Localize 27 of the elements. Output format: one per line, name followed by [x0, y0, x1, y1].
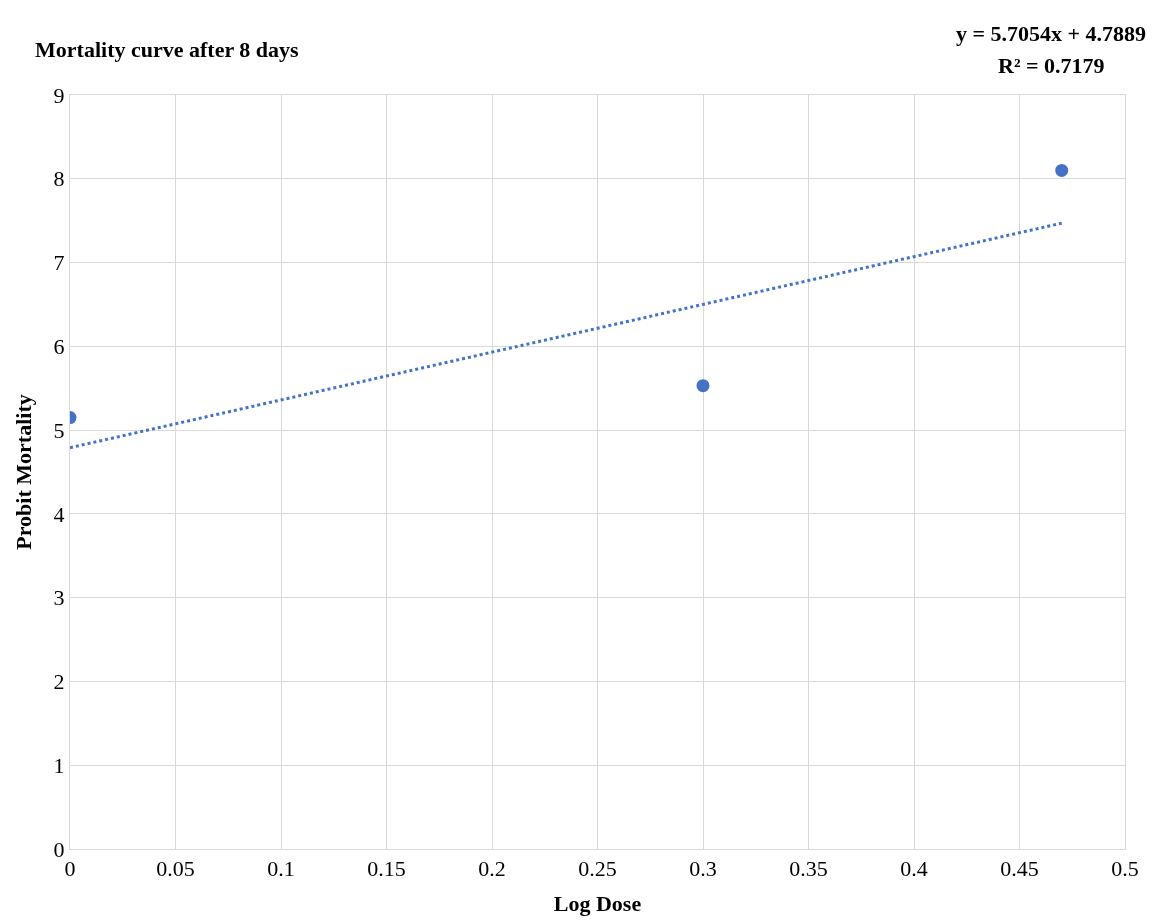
y-tick-label: 3: [53, 585, 65, 611]
y-tick-label: 9: [53, 82, 65, 108]
y-tick-label: 4: [53, 501, 65, 527]
x-tick-label: 0.05: [156, 856, 195, 882]
x-tick-label: 0.25: [578, 856, 617, 882]
x-tick-label: 0.4: [900, 856, 928, 882]
y-tick-label: 5: [53, 417, 65, 443]
chart-title: Mortality curve after 8 days: [35, 36, 300, 62]
x-tick-label: 0.15: [367, 856, 406, 882]
x-tick-label: 0.45: [1000, 856, 1039, 882]
point: [1055, 163, 1069, 177]
y-axis-title: Probit Mortality: [11, 394, 37, 550]
text: y = 5.7054x + 4.7889: [956, 21, 1147, 46]
x-tick-label: 0.5: [1111, 856, 1139, 882]
y-tick-label: 1: [53, 752, 65, 778]
x-tick-label: 0.35: [789, 856, 828, 882]
y-tick-label: 8: [53, 166, 65, 192]
y-tick-label: 0: [53, 836, 65, 862]
x-axis-title: Log Dose: [553, 891, 642, 917]
point: [696, 379, 710, 393]
y-tick-label: 2: [53, 669, 65, 695]
x-tick-label: 0.2: [478, 856, 506, 882]
y-tick-label: 6: [53, 334, 65, 360]
x-tick-label: 0.1: [267, 856, 295, 882]
text: R² = 0.7179: [998, 53, 1105, 78]
x-tick-label: 0.3: [689, 856, 717, 882]
y-tick-label: 7: [53, 250, 65, 276]
